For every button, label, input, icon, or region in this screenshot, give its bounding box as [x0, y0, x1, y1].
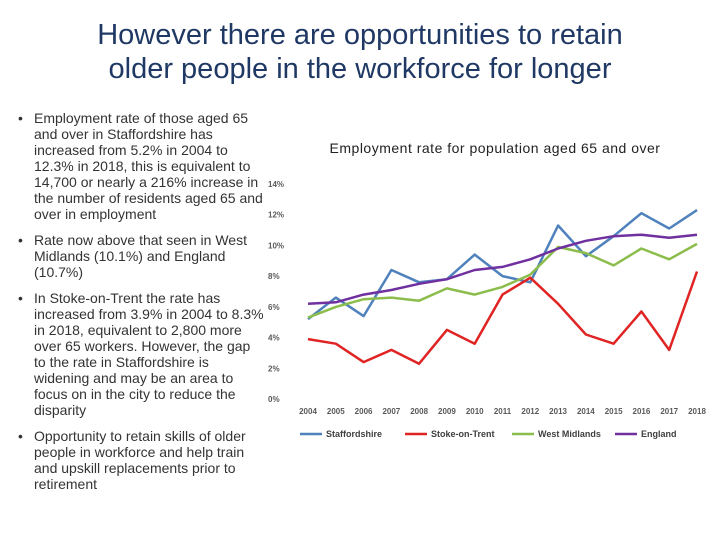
bullet-item: • Employment rate of those aged 65 and ov…	[14, 110, 264, 222]
x-tick-label: 2009	[438, 407, 456, 416]
y-tick-label: 2%	[268, 364, 280, 373]
bullet-item: • Rate now above that seen in West Midlan…	[14, 232, 264, 280]
bullet-item: • Opportunity to retain skills of older p…	[14, 428, 264, 492]
y-tick-label: 6%	[268, 303, 280, 312]
legend-label: Staffordshire	[326, 429, 382, 439]
legend-label: Stoke-on-Trent	[431, 429, 495, 439]
x-tick-label: 2012	[521, 407, 539, 416]
series-line-west-midlands	[307, 242, 698, 319]
x-tick-label: 2017	[660, 407, 678, 416]
legend-label: England	[641, 429, 677, 439]
bullet-item: • In Stoke-on-Trent the rate has increase…	[14, 290, 264, 418]
bullet-text: Opportunity to retain skills of older pe…	[34, 428, 246, 492]
x-tick-label: 2018	[688, 407, 706, 416]
bullet-dot-icon: •	[18, 428, 23, 444]
x-tick-label: 2004	[299, 407, 317, 416]
bullet-text: In Stoke-on-Trent the rate has increased…	[34, 290, 264, 418]
series-line-england	[307, 233, 698, 306]
y-tick-label: 12%	[268, 211, 284, 220]
slide-title: However there are opportunities to retai…	[20, 18, 700, 86]
bullet-list: • Employment rate of those aged 65 and ov…	[14, 110, 264, 502]
x-tick-label: 2011	[494, 407, 512, 416]
y-tick-label: 14%	[268, 180, 284, 189]
y-tick-label: 10%	[268, 241, 284, 250]
y-tick-label: 4%	[268, 334, 280, 343]
x-tick-label: 2005	[327, 407, 345, 416]
slide-title-line-2: older people in the workforce for longer	[108, 53, 612, 85]
x-tick-label: 2016	[633, 407, 651, 416]
x-tick-label: 2014	[577, 407, 595, 416]
slide-title-line-1: However there are opportunities to retai…	[97, 19, 623, 51]
bullet-text: Employment rate of those aged 65 and ove…	[34, 110, 263, 222]
x-tick-label: 2013	[549, 407, 567, 416]
legend-label: West Midlands	[538, 429, 601, 439]
x-tick-label: 2015	[605, 407, 623, 416]
chart-title: Employment rate for population aged 65 a…	[329, 140, 661, 156]
x-tick-label: 2010	[466, 407, 484, 416]
bullet-text: Rate now above that seen in West Midland…	[34, 232, 247, 280]
y-tick-label: 8%	[268, 272, 280, 281]
series-line-staffordshire	[307, 209, 698, 321]
y-tick-label: 0%	[268, 395, 280, 404]
bullet-dot-icon: •	[18, 110, 23, 126]
x-tick-label: 2008	[410, 407, 428, 416]
bullet-dot-icon: •	[18, 232, 23, 248]
x-tick-label: 2006	[355, 407, 373, 416]
line-chart: 0% 2% 4% 6% 8% 10% 12% 14% 2004 2005 2006 2007 2008 2…	[268, 180, 706, 439]
bullet-dot-icon: •	[18, 290, 23, 306]
series-line-stoke-on-trent	[307, 271, 699, 365]
x-tick-label: 2007	[382, 407, 400, 416]
